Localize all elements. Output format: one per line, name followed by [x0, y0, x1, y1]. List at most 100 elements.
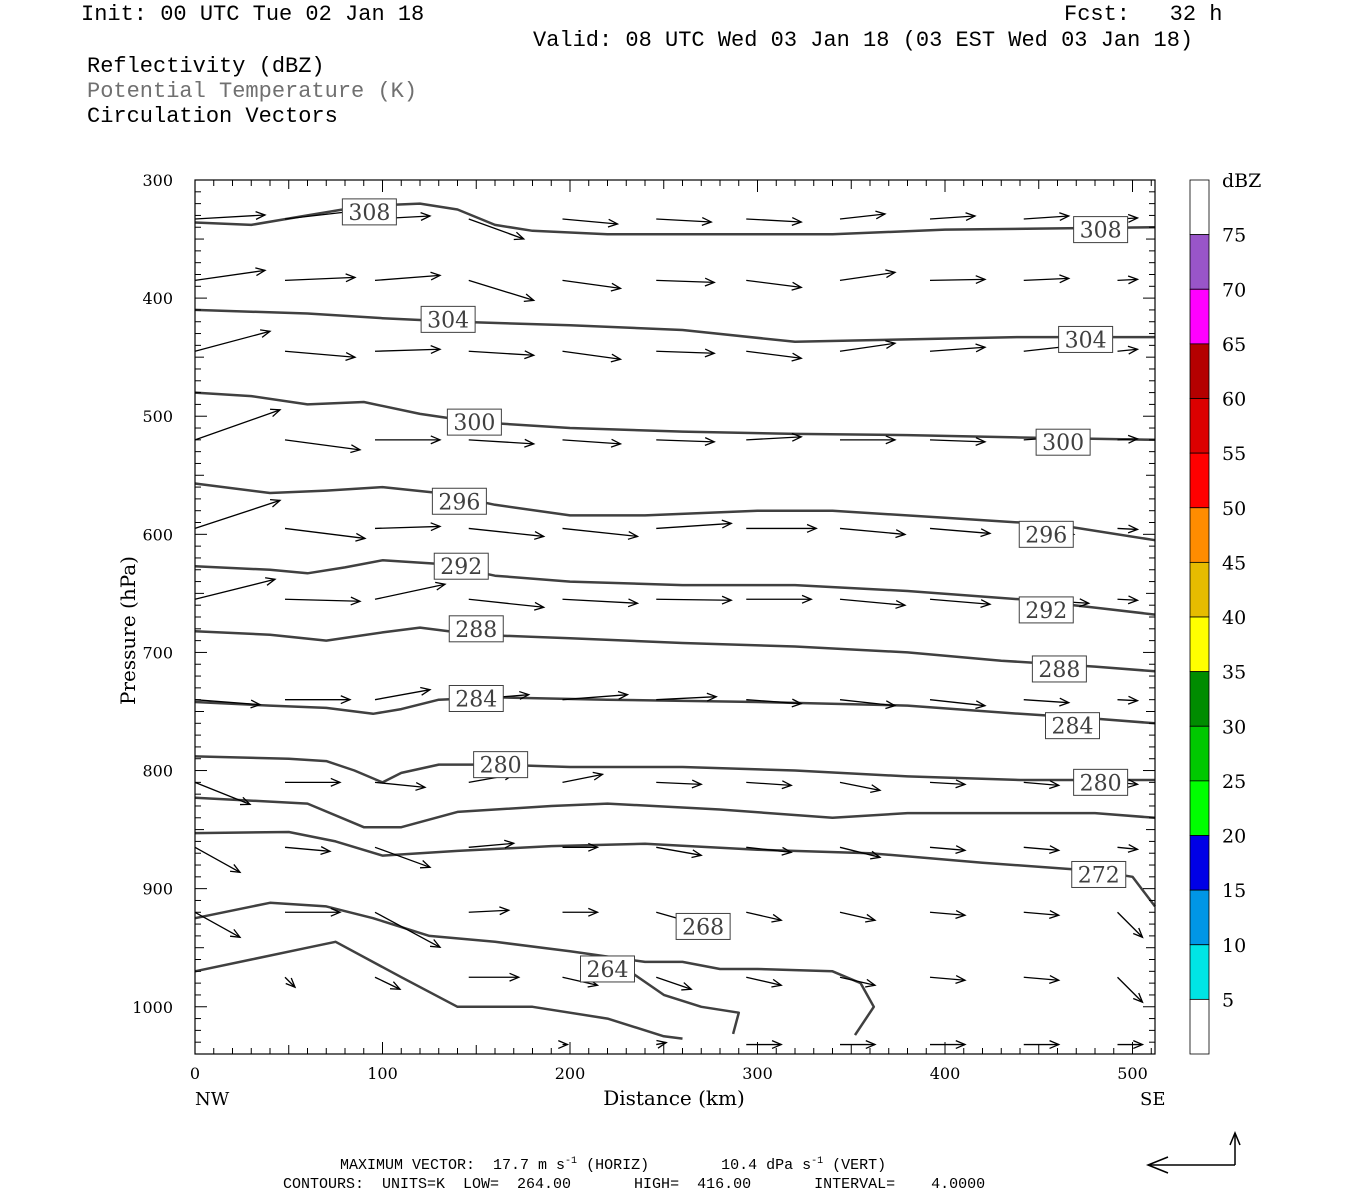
circulation-vector: [194, 211, 267, 220]
circulation-vector: [285, 695, 352, 705]
circulation-vector: [929, 343, 987, 353]
theta-contour-268: [194, 901, 876, 1036]
circulation-vector: [656, 348, 716, 358]
circulation-vector: [1023, 212, 1071, 222]
contour-label: 296: [431, 487, 487, 515]
theta-contour-308: [194, 202, 1156, 236]
contour-label: 284: [448, 684, 504, 712]
circulation-vector: [562, 690, 630, 701]
circulation-vector: [468, 438, 536, 448]
circulation-vector: [285, 777, 342, 787]
svg-text:300: 300: [453, 411, 495, 436]
x-tick-label: 0: [190, 1064, 200, 1083]
colorbar-level-label: 75: [1222, 225, 1246, 247]
circulation-vector: [656, 692, 718, 702]
circulation-vector: [1023, 274, 1071, 284]
svg-text:304: 304: [1065, 328, 1107, 353]
circulation-vector: [839, 781, 882, 794]
svg-text:296: 296: [1025, 523, 1067, 548]
colorbar-level-label: 50: [1222, 498, 1246, 520]
theta-contour-264: [194, 940, 683, 1040]
colorbar-swatch: [1189, 835, 1210, 891]
y-tick-label: 400: [142, 289, 173, 308]
colorbar-level-label: 65: [1222, 334, 1246, 356]
svg-text:272: 272: [1078, 863, 1120, 888]
theta-contour-300: [194, 391, 1156, 442]
theta-contour-272: [194, 830, 1156, 908]
y-axis-label: Pressure (hPa): [116, 556, 140, 705]
circulation-vector: [468, 218, 526, 241]
circulation-vector: [1117, 976, 1144, 1004]
x-tick-label: 500: [1117, 1064, 1148, 1083]
circulation-vector: [284, 273, 357, 283]
circulation-vector: [374, 522, 442, 532]
svg-text:292: 292: [1025, 599, 1067, 624]
circulation-vector: [194, 329, 272, 352]
circulation-vector: [746, 1040, 783, 1050]
circulation-vector: [746, 698, 803, 708]
max-vector-note: MAXIMUM VECTOR: 17.7 m s-1 (HORIZ) 10.4 …: [340, 1156, 887, 1174]
circulation-vector: [746, 523, 818, 533]
circulation-vector: [929, 437, 987, 447]
contour-label: 304: [420, 305, 476, 333]
field-potential-temperature: Potential Temperature (K): [87, 79, 418, 104]
circulation-vector: [1023, 1040, 1061, 1050]
circulation-vector: [562, 598, 640, 608]
svg-text:280: 280: [1080, 771, 1122, 796]
circulation-vector: [194, 498, 282, 530]
circulation-vector: [194, 846, 242, 874]
circulation-vector: [374, 345, 442, 355]
circulation-vector: [374, 911, 442, 949]
colorbar-swatch: [1189, 944, 1210, 1000]
colorbar-swatch: [1189, 889, 1210, 946]
colorbar-level-label: 60: [1222, 389, 1246, 411]
circulation-vector: [746, 911, 783, 923]
svg-text:292: 292: [440, 555, 482, 580]
valid-time: Valid: 08 UTC Wed 03 Jan 18 (03 EST Wed …: [533, 28, 1194, 53]
circulation-vector: [194, 577, 277, 600]
svg-text:280: 280: [480, 754, 522, 779]
colorbar-swatch: [1189, 398, 1210, 454]
axes: 0 100 200 300 400 500 300 400 500 600 700 800 900 100…: [132, 171, 1156, 1083]
colorbar-swatch: [1189, 725, 1210, 782]
circulation-vector: [839, 911, 877, 923]
circulation-vector: [840, 1040, 877, 1050]
contour-label: 264: [580, 955, 635, 983]
theta-contour-280: [194, 755, 1155, 784]
circulation-vector: [1117, 524, 1140, 534]
circulation-vector: [558, 1040, 570, 1050]
circulation-vector: [1117, 345, 1140, 355]
circulation-vector: [562, 527, 640, 540]
y-tick-label: 300: [142, 171, 173, 190]
circulation-vector: [839, 598, 907, 609]
theta-contour-288: [194, 626, 1156, 673]
colorbar-swatch: [1189, 780, 1210, 836]
circulation-vector: [929, 598, 992, 609]
colorbar-swatch: [1189, 452, 1210, 509]
contour-label: 280: [473, 751, 529, 779]
contour-label: 288: [448, 615, 504, 643]
contour-label: 300: [446, 408, 502, 436]
circulation-vector: [746, 846, 793, 856]
circulation-vector: [194, 699, 262, 709]
circulation-vector: [468, 350, 536, 360]
contour-label: 292: [1018, 596, 1074, 624]
contour-label: 308: [341, 198, 397, 226]
svg-text:308: 308: [348, 201, 390, 226]
y-tick-label: 800: [142, 762, 173, 781]
x-axis-label: Distance (km): [603, 1086, 745, 1110]
y-tick-label: 500: [142, 407, 173, 426]
colorbar-level-label: 40: [1222, 607, 1246, 629]
y-tick-label: 600: [142, 525, 173, 544]
circulation-vector: [194, 408, 282, 441]
circulation-vector: [929, 699, 987, 710]
circulation-vector: [839, 210, 887, 220]
circulation-vector: [1117, 1040, 1145, 1050]
circulation-vector: [1023, 780, 1061, 790]
svg-text:264: 264: [587, 958, 629, 983]
svg-text:296: 296: [438, 490, 480, 515]
contour-label: 272: [1071, 860, 1127, 888]
colorbar-level-label: 30: [1222, 716, 1246, 738]
circulation-vector: [929, 845, 967, 855]
